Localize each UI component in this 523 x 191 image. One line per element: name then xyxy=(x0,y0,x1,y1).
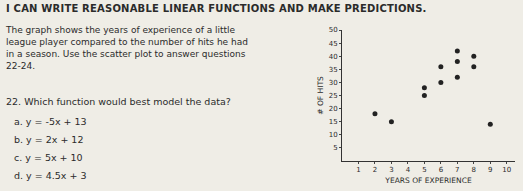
svg-text:30: 30 xyxy=(329,79,338,87)
svg-text:15: 15 xyxy=(329,118,338,126)
html-text:The graph shows the years of e: The graph shows the years of experience … xyxy=(6,25,248,71)
svg-text:10: 10 xyxy=(329,131,338,139)
svg-text:7: 7 xyxy=(455,166,459,174)
svg-text:45: 45 xyxy=(329,40,338,48)
svg-text:6: 6 xyxy=(439,166,444,174)
svg-text:3: 3 xyxy=(389,166,393,174)
html-text:d. y = 4.5x + 3: d. y = 4.5x + 3 xyxy=(14,170,87,181)
html-text:a. y = -5x + 13: a. y = -5x + 13 xyxy=(14,116,87,127)
svg-text:25: 25 xyxy=(329,92,338,100)
html-text:I CAN WRITE REASONABLE LINEAR: I CAN WRITE REASONABLE LINEAR FUNCTIONS … xyxy=(6,3,427,14)
svg-text:35: 35 xyxy=(329,66,338,74)
svg-text:2: 2 xyxy=(373,166,377,174)
svg-text:1: 1 xyxy=(356,166,360,174)
svg-text:50: 50 xyxy=(329,26,338,34)
svg-text:4: 4 xyxy=(406,166,411,174)
html-text:c. y = 5x + 10: c. y = 5x + 10 xyxy=(14,152,83,163)
svg-text:5: 5 xyxy=(333,144,337,152)
svg-text:YEARS OF EXPERIENCE: YEARS OF EXPERIENCE xyxy=(384,176,472,185)
svg-text:8: 8 xyxy=(472,166,476,174)
svg-text:9: 9 xyxy=(488,166,492,174)
svg-text:5: 5 xyxy=(422,166,426,174)
svg-text:40: 40 xyxy=(329,53,338,61)
html-text:b. y = 2x + 12: b. y = 2x + 12 xyxy=(14,134,84,145)
svg-text:10: 10 xyxy=(502,166,511,174)
svg-text:20: 20 xyxy=(329,105,338,113)
html-text:22. Which function would best: 22. Which function would best model the … xyxy=(6,96,231,107)
svg-text:# OF HITS: # OF HITS xyxy=(316,76,325,115)
